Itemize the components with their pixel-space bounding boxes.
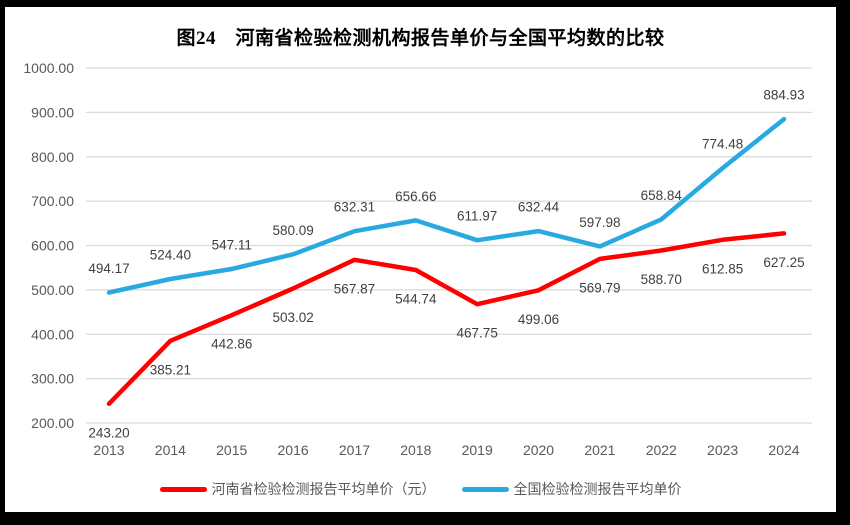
svg-text:612.85: 612.85 [702,261,743,276]
svg-text:442.86: 442.86 [211,337,252,352]
svg-text:597.98: 597.98 [579,215,620,230]
svg-text:2021: 2021 [584,442,615,458]
svg-text:658.84: 658.84 [641,188,683,203]
svg-text:656.66: 656.66 [395,189,436,204]
legend-label-national: 全国检验检测报告平均单价 [513,481,682,497]
svg-text:2016: 2016 [278,442,309,458]
svg-text:2019: 2019 [462,442,493,458]
svg-text:547.11: 547.11 [212,237,252,252]
svg-text:611.97: 611.97 [457,209,497,224]
svg-text:2023: 2023 [707,442,738,458]
svg-text:503.02: 503.02 [272,310,313,325]
legend-item-national: 全国检验检测报告平均单价 [461,479,682,499]
chart-legend: 河南省检验检测报告平均单价（元） 全国检验检测报告平均单价 [5,479,836,499]
svg-text:800.00: 800.00 [31,149,74,165]
svg-text:588.70: 588.70 [641,272,682,287]
svg-text:2013: 2013 [93,442,124,458]
legend-item-henan: 河南省检验检测报告平均单价（元） [159,479,436,499]
svg-text:700.00: 700.00 [31,193,74,209]
legend-line-swatch-blue [461,486,509,492]
svg-text:2024: 2024 [768,442,799,458]
svg-text:2018: 2018 [400,442,431,458]
svg-text:494.17: 494.17 [88,261,129,276]
svg-text:400.00: 400.00 [31,326,74,342]
svg-text:500.00: 500.00 [31,282,74,298]
svg-text:2017: 2017 [339,442,370,458]
svg-text:567.87: 567.87 [334,281,375,296]
legend-label-henan: 河南省检验检测报告平均单价（元） [211,481,436,497]
svg-text:1000.00: 1000.00 [23,60,74,76]
svg-text:200.00: 200.00 [31,415,74,431]
svg-text:499.06: 499.06 [518,312,559,327]
svg-text:2015: 2015 [216,442,247,458]
chart-canvas: 图24 河南省检验检测机构报告单价与全国平均数的比较 200.00 300.00 4… [5,7,836,512]
svg-text:2014: 2014 [155,442,186,458]
svg-text:627.25: 627.25 [763,255,804,270]
svg-text:884.93: 884.93 [763,88,804,103]
chart-title: 图24 河南省检验检测机构报告单价与全国平均数的比较 [176,28,665,49]
svg-text:580.09: 580.09 [272,223,313,238]
legend-line-swatch-red [159,486,207,492]
svg-text:632.31: 632.31 [334,200,375,215]
svg-text:2020: 2020 [523,442,554,458]
svg-text:467.75: 467.75 [457,326,498,341]
svg-text:600.00: 600.00 [31,238,74,254]
svg-text:2022: 2022 [646,442,677,458]
svg-text:385.21: 385.21 [150,362,191,377]
svg-text:300.00: 300.00 [31,371,74,387]
svg-text:569.79: 569.79 [579,280,620,295]
svg-text:544.74: 544.74 [395,292,437,307]
svg-text:632.44: 632.44 [518,200,560,215]
svg-text:243.20: 243.20 [88,425,129,440]
svg-text:774.48: 774.48 [702,137,743,152]
svg-text:524.40: 524.40 [150,248,191,263]
svg-text:900.00: 900.00 [31,104,74,120]
